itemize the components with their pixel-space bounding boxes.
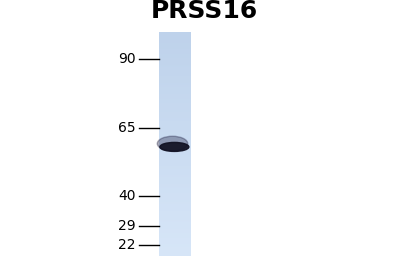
- Text: 22: 22: [118, 238, 135, 252]
- Text: 40: 40: [118, 189, 135, 203]
- Ellipse shape: [157, 136, 188, 151]
- Text: 90: 90: [118, 52, 135, 66]
- Text: 65: 65: [118, 121, 135, 135]
- Text: PRSS16: PRSS16: [150, 0, 258, 23]
- Ellipse shape: [160, 142, 189, 151]
- Text: 29: 29: [118, 219, 135, 233]
